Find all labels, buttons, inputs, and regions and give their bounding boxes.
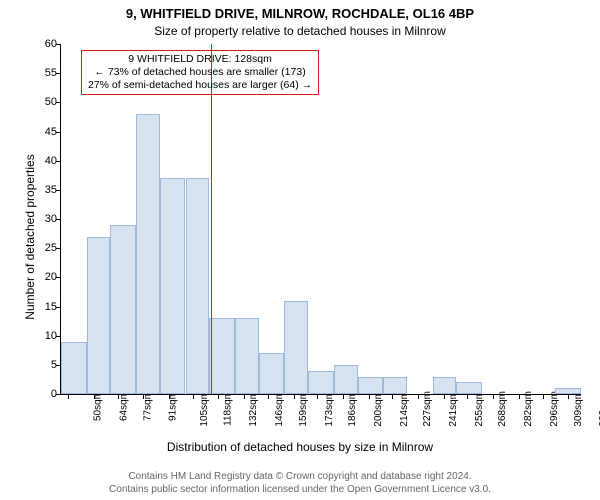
plot-area: 05101520253035404550556050sqm64sqm77sqm9… (60, 44, 581, 395)
y-tick-label: 0 (27, 388, 57, 400)
x-tick-label: 159sqm (298, 391, 309, 427)
x-tick-label: 132sqm (249, 391, 260, 427)
x-tick-label: 200sqm (373, 391, 384, 427)
x-tick-mark (244, 394, 245, 399)
y-tick-label: 45 (27, 126, 57, 138)
y-tick-mark (56, 132, 61, 133)
x-tick-label: 186sqm (347, 391, 358, 427)
histogram-bar (383, 377, 407, 395)
y-tick-mark (56, 248, 61, 249)
x-tick-label: 309sqm (573, 391, 584, 427)
x-tick-mark (369, 394, 370, 399)
x-tick-label: 268sqm (498, 391, 509, 427)
histogram-bar (160, 178, 186, 394)
histogram-bar (456, 382, 482, 394)
y-tick-mark (56, 277, 61, 278)
y-tick-label: 5 (27, 359, 57, 371)
x-tick-mark (218, 394, 219, 399)
x-axis-label: Distribution of detached houses by size … (0, 440, 600, 454)
x-tick-mark (493, 394, 494, 399)
x-tick-mark (418, 394, 419, 399)
x-tick-mark (343, 394, 344, 399)
histogram-bar (433, 377, 457, 395)
x-tick-mark (467, 394, 468, 399)
footer-attribution: Contains HM Land Registry data © Crown c… (0, 471, 600, 496)
y-tick-label: 40 (27, 155, 57, 167)
x-tick-label: 146sqm (274, 391, 285, 427)
y-tick-label: 55 (27, 67, 57, 79)
histogram-bar (358, 377, 384, 395)
x-tick-mark (294, 394, 295, 399)
y-tick-label: 60 (27, 38, 57, 50)
histogram-bar (235, 318, 259, 394)
histogram-bar (308, 371, 334, 394)
histogram-bar (259, 353, 285, 394)
x-tick-label: 296sqm (549, 391, 560, 427)
x-tick-mark (143, 394, 144, 399)
x-tick-mark (193, 394, 194, 399)
x-tick-label: 118sqm (222, 391, 233, 426)
annotation-line3: 27% of semi-detached houses are larger (… (88, 79, 312, 91)
histogram-bar (87, 237, 111, 395)
y-tick-mark (56, 336, 61, 337)
x-tick-mark (118, 394, 119, 399)
x-tick-mark (68, 394, 69, 399)
y-tick-mark (56, 73, 61, 74)
chart-title-line2: Size of property relative to detached ho… (0, 24, 600, 38)
x-tick-mark (543, 394, 544, 399)
x-tick-label: 105sqm (199, 391, 210, 427)
y-tick-mark (56, 219, 61, 220)
x-tick-mark (317, 394, 318, 399)
x-tick-label: 227sqm (422, 391, 433, 427)
histogram-bar (209, 318, 235, 394)
x-tick-mark (568, 394, 569, 399)
x-tick-mark (519, 394, 520, 399)
y-tick-mark (56, 161, 61, 162)
x-tick-mark (268, 394, 269, 399)
histogram-bar (334, 365, 358, 394)
y-tick-mark (56, 307, 61, 308)
chart-title-line1: 9, WHITFIELD DRIVE, MILNROW, ROCHDALE, O… (0, 6, 600, 21)
histogram-bar (186, 178, 210, 394)
y-tick-mark (56, 190, 61, 191)
x-tick-label: 282sqm (523, 391, 534, 427)
x-tick-label: 241sqm (448, 391, 459, 427)
x-tick-mark (392, 394, 393, 399)
y-tick-mark (56, 102, 61, 103)
y-tick-mark (56, 394, 61, 395)
x-tick-label: 64sqm (118, 391, 129, 421)
y-tick-label: 15 (27, 301, 57, 313)
x-tick-mark (169, 394, 170, 399)
histogram-bar (110, 225, 136, 394)
annotation-box: 9 WHITFIELD DRIVE: 128sqm← 73% of detach… (81, 50, 319, 95)
histogram-bar (555, 388, 581, 394)
footer-line2: Contains public sector information licen… (109, 484, 491, 495)
reference-line (211, 44, 212, 394)
y-tick-label: 35 (27, 184, 57, 196)
y-tick-label: 25 (27, 242, 57, 254)
x-tick-label: 173sqm (324, 391, 335, 427)
x-tick-label: 255sqm (474, 391, 485, 427)
x-tick-mark (444, 394, 445, 399)
histogram-bar (136, 114, 160, 394)
y-tick-label: 10 (27, 330, 57, 342)
x-tick-mark (94, 394, 95, 399)
y-tick-mark (56, 44, 61, 45)
y-tick-label: 50 (27, 96, 57, 108)
annotation-line2: ← 73% of detached houses are smaller (17… (94, 66, 305, 78)
x-tick-label: 214sqm (399, 391, 410, 427)
histogram-bar (284, 301, 308, 394)
annotation-line1: 9 WHITFIELD DRIVE: 128sqm (128, 53, 272, 65)
histogram-bar (61, 342, 87, 395)
footer-line1: Contains HM Land Registry data © Crown c… (128, 471, 471, 482)
y-tick-label: 30 (27, 213, 57, 225)
y-tick-label: 20 (27, 271, 57, 283)
